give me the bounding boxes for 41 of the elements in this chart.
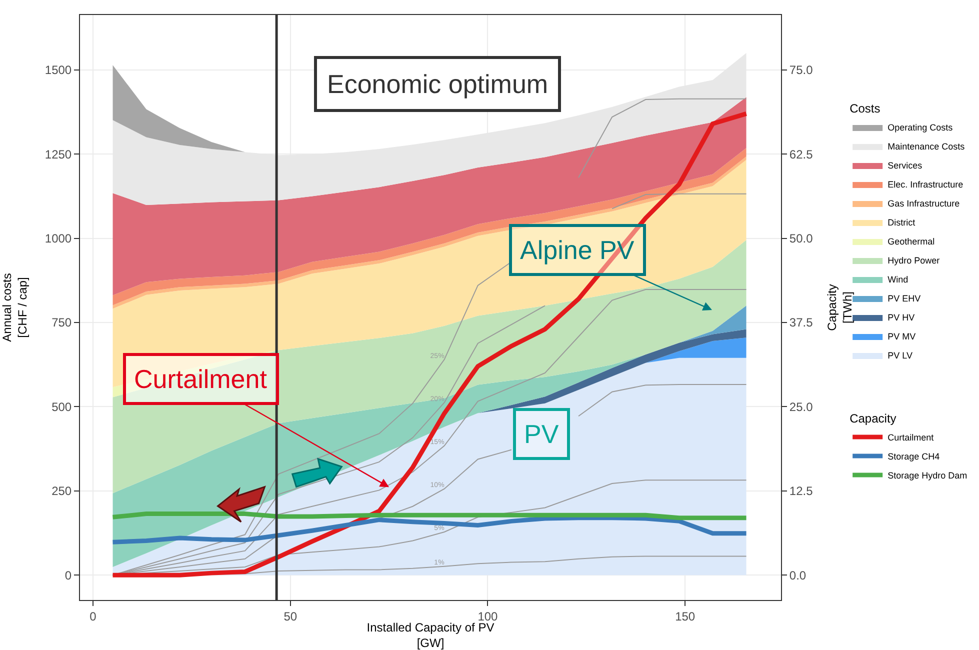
y-tick-label: 750 [52,316,72,330]
y-axis-title: Annual costs [CHF / cap] [0,273,30,342]
y2-tick-label: 12.5 [789,484,814,498]
legend-label: Hydro Power [888,256,940,266]
legend-label: Wind [888,274,908,285]
y2-tick-label: 50.0 [789,231,814,246]
annotation: PV [524,419,560,449]
legend-label: Curtailment [888,432,934,443]
x-tick-label: 0 [90,609,97,624]
annotation: Curtailment [134,364,268,394]
y-tick-label: 1250 [44,147,72,162]
ref-line-label: Economic optimum [327,69,548,99]
y-tick-label: 1000 [44,231,72,246]
text: Costs [850,102,880,116]
legend-label: Operating Costs [888,122,954,133]
y-tick-label: 1500 [44,63,72,78]
y2-tick-label: 62.5 [789,147,814,162]
x-tick-label: 50 [284,609,298,624]
legend-label: Services [888,160,923,171]
legend-label: Gas Infrastructure [888,198,960,209]
legend-label: PV HV [888,312,915,323]
legend-label: Geothermal [888,236,935,247]
text: Capacity [850,412,896,426]
y-tick-label: 0 [64,568,72,582]
y2-tick-label: 37.5 [789,316,814,330]
legend-label: PV LV [888,350,912,361]
legend-label: Storage CH4 [888,452,940,462]
y-tick-label: 250 [52,484,72,498]
y2-axis-title: Capacity [TWh] [824,284,855,331]
legend-label: PV MV [888,332,916,342]
legend-label: District [888,218,916,228]
legend-label: PV EHV [888,294,921,304]
annotation: Alpine PV [520,235,635,265]
legend-label: Maintenance Costs [888,142,966,152]
y2-tick-label: 0.0 [789,568,806,582]
y2-tick-label: 25.0 [789,400,814,414]
y-tick-label: 500 [52,400,72,414]
legend-label: Storage Hydro Dam [888,470,968,481]
x-tick-label: 150 [675,609,696,624]
legend-label: Elec. Infrastructure [888,180,964,190]
y2-tick-label: 75.0 [789,63,814,78]
